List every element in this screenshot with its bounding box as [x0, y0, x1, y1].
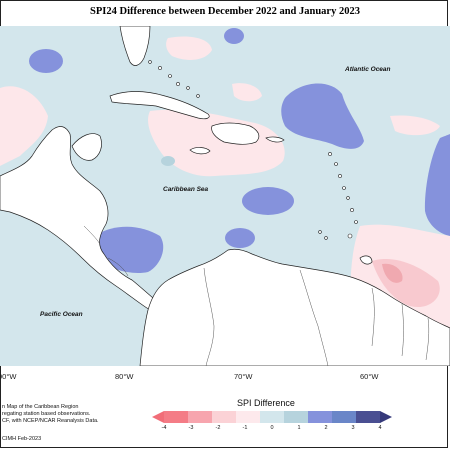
footnote-line-2: regating station based observations.: [2, 411, 91, 417]
legend-title: SPI Difference: [237, 398, 295, 408]
lon-label-70w: 70°W: [234, 372, 253, 381]
legend-tick-label: 1: [297, 425, 301, 431]
atlantic-ocean-label: Atlantic Ocean: [344, 66, 391, 73]
legend-tick-label: -1: [242, 425, 248, 431]
legend-cell: [212, 411, 237, 423]
lon-label-60w: 60°W: [360, 372, 379, 381]
legend-tick-label: 4: [378, 425, 382, 431]
legend-arrow-low: [152, 411, 164, 423]
map-title: SPI24 Difference between December 2022 a…: [90, 6, 360, 17]
anomaly-blue-topright: [224, 28, 244, 44]
lon-label-90w: 90°W: [0, 372, 17, 381]
spi-map: Atlantic Ocean Caribbean Sea Pacific Oce…: [0, 26, 450, 366]
land-puerto-rico: [265, 136, 285, 143]
land-mexico-central-america: [0, 126, 159, 311]
footnote-line-3: CF, with NCEP/NCAR Reanalysis Data.: [2, 418, 99, 424]
legend-tick-label: 0: [270, 425, 274, 431]
anomaly-pink-gulf: [0, 86, 48, 166]
anomaly-blue-panama: [93, 226, 164, 274]
country-borders: [83, 225, 430, 366]
land-cuba: [109, 91, 210, 120]
anomaly-blue-farright: [424, 134, 450, 236]
anomaly-blue-atlantic: [281, 83, 364, 149]
legend-tick-label: -2: [215, 425, 221, 431]
legend-cell: [308, 411, 333, 423]
legend-cell: [356, 411, 381, 423]
anomaly-blue-caribbean: [242, 187, 294, 215]
anomaly-pink-north: [166, 36, 212, 60]
legend-tick-label: -4: [161, 425, 167, 431]
legend-tick-label: 2: [324, 425, 328, 431]
anomaly-blue-venezuela: [225, 228, 255, 248]
anomaly-blue-cuba: [161, 156, 175, 166]
legend-tick-label: -3: [188, 425, 194, 431]
footnote-line-1: n Map of the Caribbean Region: [2, 404, 79, 410]
legend-cell: [332, 411, 357, 423]
land-florida: [119, 26, 151, 66]
legend-tick-label: 3: [351, 425, 355, 431]
legend-cell: [188, 411, 213, 423]
legend-cell: [236, 411, 261, 423]
anomaly-pink-atlantic: [390, 115, 440, 136]
pacific-ocean-label: Pacific Ocean: [40, 311, 83, 318]
anomaly-blue-gulf: [29, 49, 63, 73]
land-trinidad: [359, 255, 373, 265]
lon-label-80w: 80°W: [115, 372, 134, 381]
legend-arrow-high: [380, 411, 392, 423]
land-jamaica: [189, 147, 211, 155]
land-bahamas: [148, 60, 200, 98]
legend-cell: [284, 411, 309, 423]
footnote-credit: CIMH Feb-2023: [2, 436, 42, 442]
land-hispaniola: [211, 122, 260, 145]
land-south-america: [139, 248, 450, 366]
caribbean-sea-label: Caribbean Sea: [163, 186, 209, 193]
land-yucatan: [71, 133, 102, 161]
anomaly-pink-northcentral: [232, 83, 262, 102]
legend-colorbar: [152, 411, 392, 423]
land-lesser-antilles: [318, 152, 358, 240]
anomaly-pink-guiana: [382, 263, 403, 283]
legend-cell: [260, 411, 285, 423]
legend-cell: [164, 411, 189, 423]
